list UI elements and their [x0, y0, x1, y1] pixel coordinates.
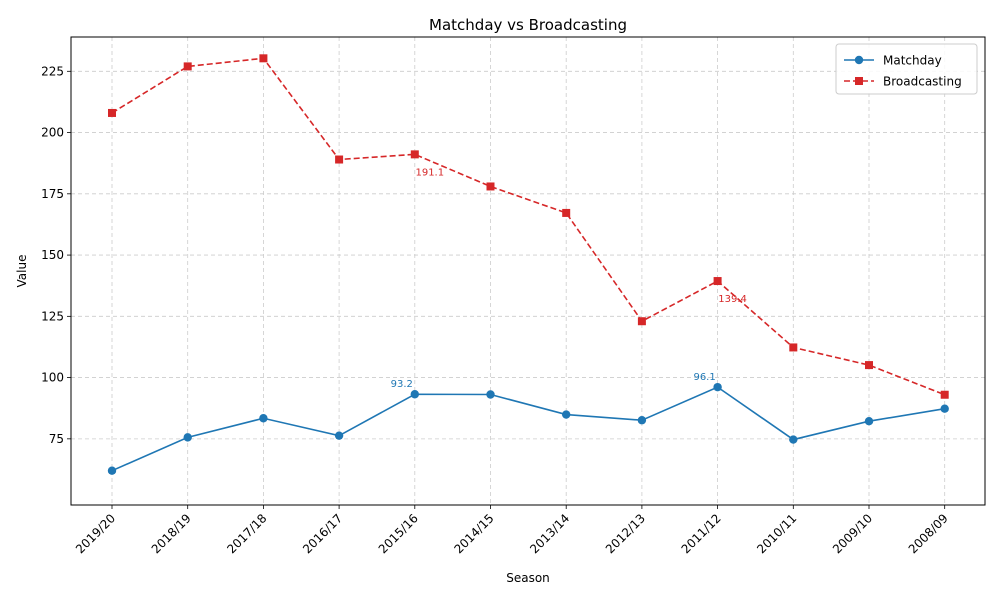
legend-label: Broadcasting: [883, 75, 962, 89]
grid-layer: [71, 37, 985, 505]
x-axis-label: Season: [506, 571, 550, 585]
data-point: [865, 361, 873, 370]
data-point: [789, 343, 798, 352]
data-point: [637, 416, 647, 425]
series-line: [111, 386, 945, 472]
data-point: [259, 414, 268, 423]
data-point: [864, 417, 874, 426]
data-point: [940, 404, 949, 413]
data-point: [486, 390, 495, 399]
y-tick-label: 75: [49, 432, 64, 446]
data-point: [183, 433, 192, 442]
y-tick-label: 225: [41, 64, 64, 78]
data-point: [713, 382, 722, 392]
y-axis-label: Value: [15, 255, 29, 288]
legend-item-matchday: Matchday: [844, 54, 942, 68]
legend-swatch-marker: [855, 77, 863, 85]
data-point: [108, 108, 116, 117]
data-label: 191.1: [415, 167, 444, 178]
legend-swatch-marker: [854, 55, 864, 65]
annotation-layer: 93.2 96.1 191.1 139.4: [391, 167, 747, 390]
data-label: 139.4: [718, 294, 747, 305]
data-point: [107, 466, 117, 475]
data-label: 96.1: [693, 372, 715, 383]
chart-title: Matchday vs Broadcasting: [429, 16, 627, 34]
legend-item-broadcasting: Broadcasting: [844, 75, 962, 89]
data-point: [486, 182, 495, 191]
data-point: [334, 431, 344, 440]
y-tick-label: 150: [41, 248, 64, 262]
series-matchday: [107, 382, 949, 475]
legend: Matchday Broadcasting: [835, 43, 978, 95]
data-point: [713, 277, 722, 286]
data-point: [789, 435, 798, 444]
data-point: [410, 390, 419, 399]
data-point: [940, 390, 949, 399]
legend-label: Matchday: [883, 54, 942, 68]
data-point: [637, 317, 646, 326]
series-layer: [107, 54, 949, 475]
data-point: [562, 208, 571, 217]
series-line: [111, 57, 945, 396]
data-label: 93.2: [391, 379, 413, 390]
data-point: [335, 155, 344, 164]
y-tick-label: 100: [41, 371, 64, 385]
y-tick-label: 200: [41, 126, 64, 140]
y-tick-label: 175: [41, 187, 64, 201]
data-point: [183, 62, 192, 71]
plot-frame: [70, 36, 986, 506]
data-point: [259, 54, 268, 63]
y-tick-label: 125: [41, 309, 64, 323]
series-broadcasting: [108, 54, 949, 399]
data-point: [410, 150, 419, 159]
data-point: [562, 410, 571, 419]
